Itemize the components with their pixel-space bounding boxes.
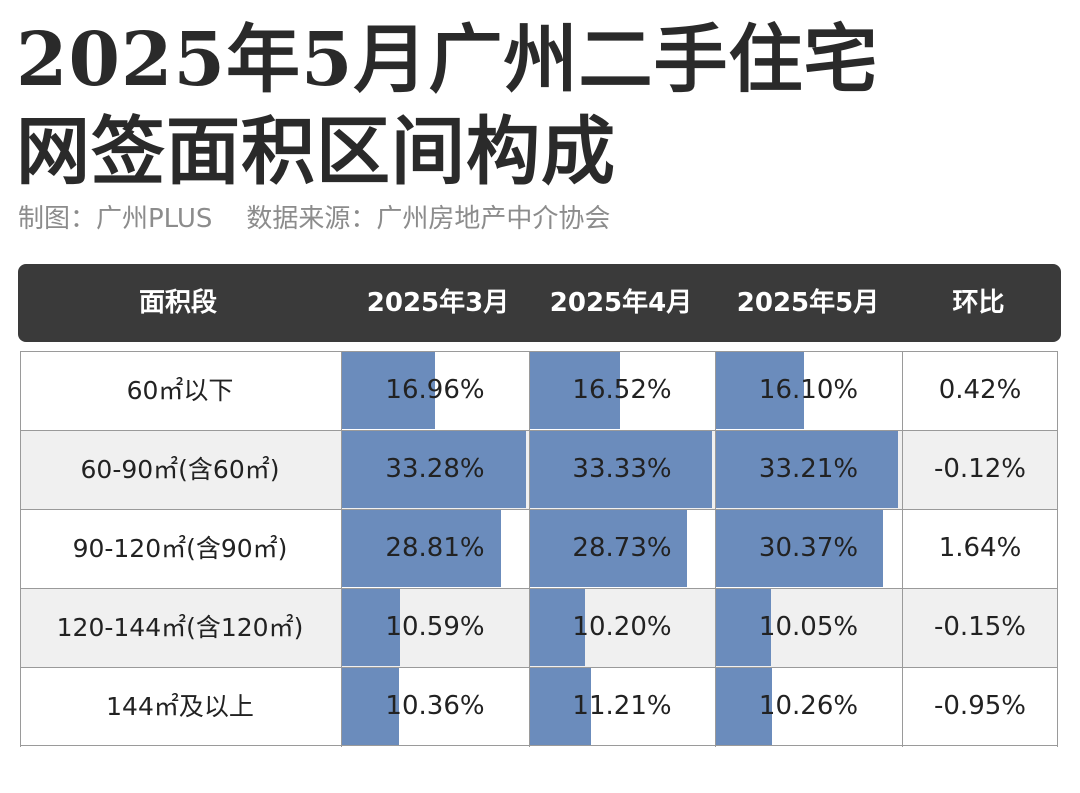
data-label: 10.20% [572, 612, 672, 642]
data-bar [715, 589, 771, 666]
data-label: 10.36% [385, 691, 485, 721]
page-title: 2025年5月广州二手住宅 网签面积区间构成 [16, 14, 878, 198]
data-table: 60㎡以下 16.96% 16.52% 16.10% 0.42% 60-90㎡(含60㎡)… [20, 351, 1058, 747]
value-cell: 28.73% [529, 509, 715, 588]
table-row: 60-90㎡(含60㎡) 33.28% 33.33% 33.21% -0.12% [20, 430, 1058, 509]
data-label: 10.05% [758, 612, 859, 642]
data-bar [341, 352, 436, 429]
column-divider [20, 351, 21, 747]
value-cell: 16.10% [715, 351, 902, 430]
data-label: 16.52% [572, 375, 672, 405]
mom-cell: -0.12% [902, 430, 1058, 509]
data-label: 16.10% [758, 375, 859, 405]
data-label: 33.33% [572, 454, 672, 484]
value-cell: 10.20% [529, 588, 715, 667]
data-label: 11.21% [572, 691, 672, 721]
data-source: 数据来源：广州房地产中介协会 [246, 204, 611, 234]
data-bar [529, 589, 586, 666]
value-cell: 33.33% [529, 430, 715, 509]
mom-cell: 0.42% [902, 351, 1058, 430]
header-mar: 2025年3月 [366, 288, 510, 318]
data-bar [341, 668, 399, 745]
data-bar [715, 352, 804, 429]
header-segment: 面积段 [138, 288, 217, 318]
column-divider [902, 351, 903, 747]
data-bar [529, 352, 620, 429]
row-divider [20, 745, 1058, 746]
data-label: 10.59% [385, 612, 485, 642]
header-mom: 环比 [952, 288, 1005, 318]
value-cell: 16.52% [529, 351, 715, 430]
row-divider [20, 430, 1058, 431]
data-label: 33.28% [385, 454, 485, 484]
value-cell: 16.96% [341, 351, 529, 430]
column-divider [1057, 351, 1058, 747]
data-bar [341, 589, 400, 666]
data-bar [715, 431, 899, 508]
title-line-2: 网签面积区间构成 [16, 109, 616, 195]
data-label: 16.96% [385, 375, 485, 405]
row-divider [20, 509, 1058, 510]
column-divider [341, 351, 342, 747]
table-row: 90-120㎡(含90㎡) 28.81% 28.73% 30.37% 1.64% [20, 509, 1058, 588]
mom-value: 1.64% [938, 533, 1022, 563]
value-cell: 30.37% [715, 509, 902, 588]
data-bar [529, 668, 591, 745]
data-label: 28.73% [572, 533, 672, 563]
value-cell: 10.59% [341, 588, 529, 667]
value-cell: 10.36% [341, 667, 529, 746]
segment-label: 60㎡以下 [126, 376, 234, 405]
data-bar [715, 510, 883, 587]
table-header: 面积段 2025年3月 2025年4月 2025年5月 环比 [18, 264, 1061, 342]
segment-label: 120-144㎡(含120㎡) [56, 613, 304, 642]
value-cell: 11.21% [529, 667, 715, 746]
data-bar [341, 431, 526, 508]
data-bar [341, 510, 501, 587]
data-label: 28.81% [385, 533, 485, 563]
value-cell: 10.26% [715, 667, 902, 746]
table-row: 144㎡及以上 10.36% 11.21% 10.26% -0.95% [20, 667, 1058, 746]
mom-value: -0.12% [934, 454, 1026, 484]
column-divider [715, 351, 716, 747]
mom-cell: 1.64% [902, 509, 1058, 588]
maker-credit: 制图：广州PLUS [18, 204, 213, 234]
segment-label: 144㎡及以上 [106, 692, 254, 721]
data-label: 33.21% [758, 454, 859, 484]
row-divider [20, 351, 1058, 352]
title-line-1: 2025年5月广州二手住宅 [16, 17, 879, 103]
header-may: 2025年5月 [736, 288, 880, 318]
mom-value: 0.42% [938, 375, 1022, 405]
data-bar [715, 668, 772, 745]
value-cell: 33.28% [341, 430, 529, 509]
data-label: 30.37% [758, 533, 859, 563]
mom-value: -0.15% [934, 612, 1026, 642]
data-label: 10.26% [758, 691, 859, 721]
mom-value: -0.95% [934, 691, 1026, 721]
value-cell: 33.21% [715, 430, 902, 509]
segment-label: 90-120㎡(含90㎡) [72, 534, 288, 563]
row-divider [20, 667, 1058, 668]
segment-label: 60-90㎡(含60㎡) [80, 455, 280, 484]
data-bar [529, 431, 713, 508]
table-row: 60㎡以下 16.96% 16.52% 16.10% 0.42% [20, 351, 1058, 430]
mom-cell: -0.95% [902, 667, 1058, 746]
header-apr: 2025年4月 [549, 288, 693, 318]
value-cell: 28.81% [341, 509, 529, 588]
data-bar [529, 510, 687, 587]
value-cell: 10.05% [715, 588, 902, 667]
column-divider [529, 351, 530, 747]
row-divider [20, 588, 1058, 589]
table-row: 120-144㎡(含120㎡) 10.59% 10.20% 10.05% -0.15% [20, 588, 1058, 667]
credits: 制图：广州PLUS 数据来源：广州房地产中介协会 [18, 198, 610, 235]
mom-cell: -0.15% [902, 588, 1058, 667]
